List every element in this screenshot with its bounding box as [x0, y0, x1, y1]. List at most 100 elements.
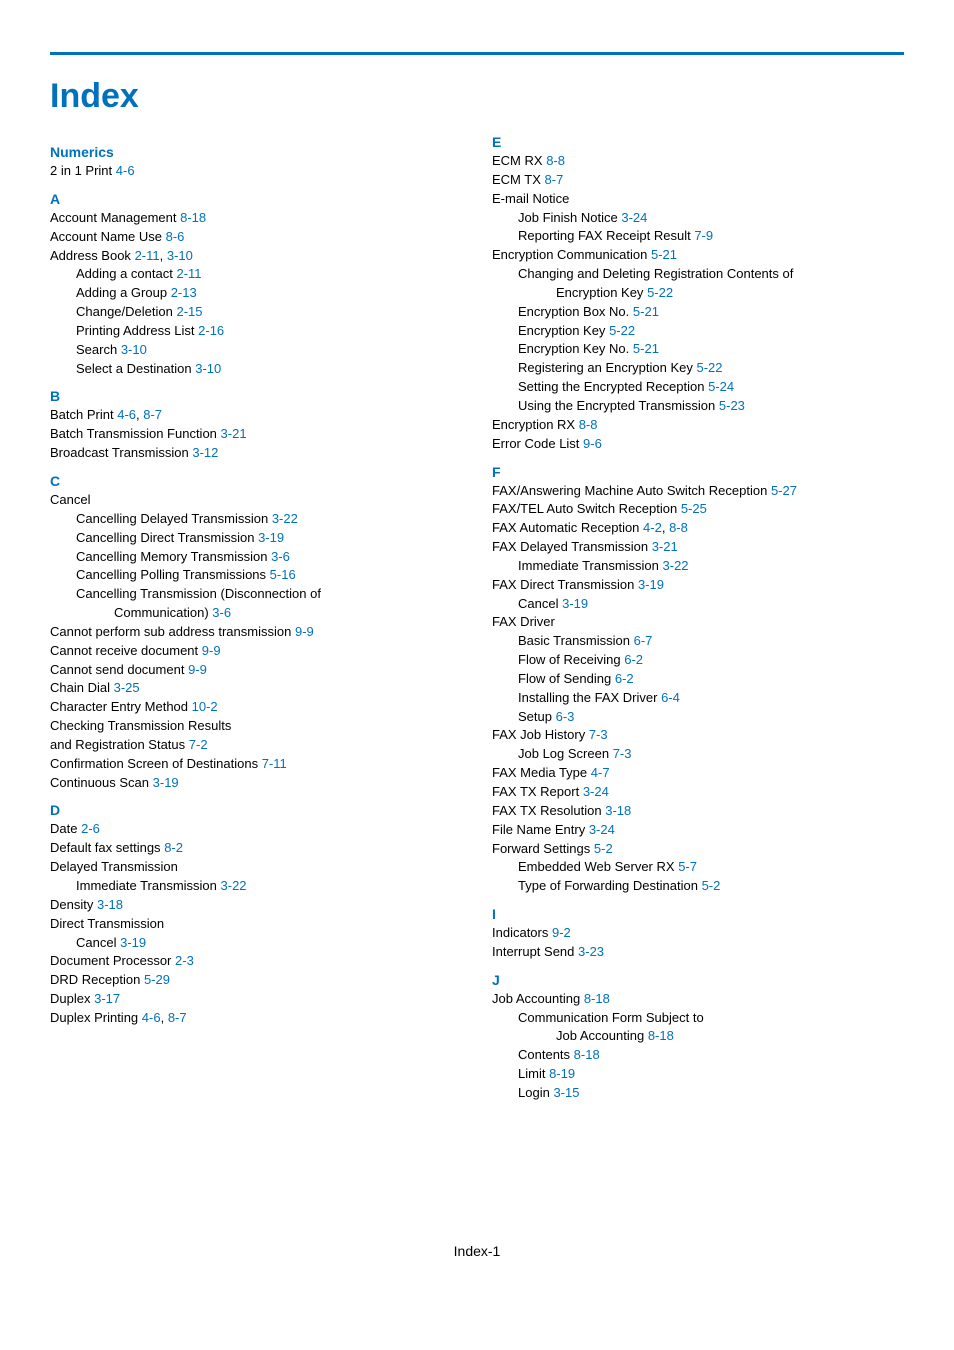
- page-ref[interactable]: 3-21: [652, 539, 678, 554]
- page-ref[interactable]: 7-9: [694, 228, 713, 243]
- page-ref[interactable]: 3-19: [562, 596, 588, 611]
- page-ref[interactable]: 3-22: [272, 511, 298, 526]
- page-ref[interactable]: 2-13: [171, 285, 197, 300]
- page-ref[interactable]: 9-6: [583, 436, 602, 451]
- page-ref[interactable]: 5-21: [651, 247, 677, 262]
- index-entry: Encryption RX 8-8: [492, 416, 904, 435]
- page-ref[interactable]: 3-18: [605, 803, 631, 818]
- page-ref[interactable]: 9-9: [295, 624, 314, 639]
- page-ref[interactable]: 8-18: [574, 1047, 600, 1062]
- page-ref[interactable]: 8-19: [549, 1066, 575, 1081]
- page-ref[interactable]: 2-15: [176, 304, 202, 319]
- page-ref[interactable]: 3-10: [195, 361, 221, 376]
- page-ref[interactable]: 8-2: [164, 840, 183, 855]
- entry-label: 2 in 1 Print: [50, 163, 112, 178]
- page-ref[interactable]: 3-24: [583, 784, 609, 799]
- page-ref[interactable]: 6-2: [615, 671, 634, 686]
- page-ref[interactable]: 8-7: [143, 407, 162, 422]
- page-ref[interactable]: 2-3: [175, 953, 194, 968]
- entry-label: Setting the Encrypted Reception: [518, 379, 704, 394]
- entry-label: FAX TX Resolution: [492, 803, 602, 818]
- index-entry: Encryption Key 5-22: [518, 322, 904, 341]
- page-ref[interactable]: 7-2: [189, 737, 208, 752]
- page-ref[interactable]: 8-7: [545, 172, 564, 187]
- page-ref[interactable]: 3-19: [153, 775, 179, 790]
- page-ref[interactable]: 6-4: [661, 690, 680, 705]
- page-ref[interactable]: 3-6: [212, 605, 231, 620]
- page-ref[interactable]: 5-24: [708, 379, 734, 394]
- page-ref[interactable]: 8-8: [546, 153, 565, 168]
- entry-label: Registering an Encryption Key: [518, 360, 693, 375]
- page-ref[interactable]: 3-24: [589, 822, 615, 837]
- page-ref[interactable]: 6-2: [624, 652, 643, 667]
- page-ref[interactable]: 3-17: [94, 991, 120, 1006]
- page-ref[interactable]: 2-11: [176, 266, 201, 281]
- entry-label: Chain Dial: [50, 680, 110, 695]
- page-ref[interactable]: 8-8: [669, 520, 688, 535]
- page-ref[interactable]: 3-15: [553, 1085, 579, 1100]
- page-ref[interactable]: 5-23: [719, 398, 745, 413]
- page-ref[interactable]: 3-24: [621, 210, 647, 225]
- page-ref[interactable]: 9-2: [552, 925, 571, 940]
- entry-label: Adding a contact: [76, 266, 173, 281]
- page-ref[interactable]: 5-16: [270, 567, 296, 582]
- page-ref[interactable]: 5-2: [594, 841, 613, 856]
- page-ref[interactable]: 6-7: [634, 633, 653, 648]
- page-ref[interactable]: 5-22: [609, 323, 635, 338]
- page-ref[interactable]: 7-3: [589, 727, 608, 742]
- index-entry: FAX/Answering Machine Auto Switch Recept…: [492, 482, 904, 501]
- page-ref[interactable]: 3-19: [258, 530, 284, 545]
- page-ref[interactable]: 2-16: [198, 323, 224, 338]
- index-entry: Delayed Transmission: [50, 858, 462, 877]
- page-ref[interactable]: 10-2: [192, 699, 218, 714]
- page-ref[interactable]: 2-11: [135, 248, 160, 263]
- page-ref[interactable]: 5-22: [697, 360, 723, 375]
- index-entry: Encryption Communication 5-21: [492, 246, 904, 265]
- page-ref[interactable]: 3-10: [121, 342, 147, 357]
- page-ref[interactable]: 8-18: [180, 210, 206, 225]
- page-ref[interactable]: 5-22: [647, 285, 673, 300]
- index-entry: Installing the FAX Driver 6-4: [518, 689, 904, 708]
- page-ref[interactable]: 7-3: [613, 746, 632, 761]
- page-ref[interactable]: 4-2: [643, 520, 662, 535]
- entry-label: Job Accounting: [556, 1028, 644, 1043]
- page-ref[interactable]: 4-6: [117, 407, 136, 422]
- page-ref[interactable]: 6-3: [556, 709, 575, 724]
- page-ref[interactable]: 3-18: [97, 897, 123, 912]
- page-ref[interactable]: 3-21: [221, 426, 247, 441]
- page-ref[interactable]: 5-21: [633, 341, 659, 356]
- page-ref[interactable]: 5-25: [681, 501, 707, 516]
- page-ref[interactable]: 3-25: [114, 680, 140, 695]
- index-entry: FAX/TEL Auto Switch Reception 5-25: [492, 500, 904, 519]
- page-ref[interactable]: 3-10: [167, 248, 193, 263]
- page-ref[interactable]: 3-6: [271, 549, 290, 564]
- page-ref[interactable]: 3-19: [638, 577, 664, 592]
- page-ref[interactable]: 8-8: [579, 417, 598, 432]
- page-ref[interactable]: 5-27: [771, 483, 797, 498]
- page-ref[interactable]: 3-22: [221, 878, 247, 893]
- index-entry: Cancelling Polling Transmissions 5-16: [76, 566, 462, 585]
- page-ref[interactable]: 3-23: [578, 944, 604, 959]
- page-ref[interactable]: 5-7: [678, 859, 697, 874]
- page-ref[interactable]: 4-7: [591, 765, 610, 780]
- page-ref[interactable]: 3-22: [663, 558, 689, 573]
- index-entry: Account Name Use 8-6: [50, 228, 462, 247]
- index-entry: Setup 6-3: [518, 708, 904, 727]
- page-ref[interactable]: 3-19: [120, 935, 146, 950]
- page-ref[interactable]: 5-21: [633, 304, 659, 319]
- page-ref[interactable]: 2-6: [81, 821, 100, 836]
- page-ref[interactable]: 9-9: [202, 643, 221, 658]
- index-entry: Adding a contact 2-11: [76, 265, 462, 284]
- page-ref[interactable]: 3-12: [192, 445, 218, 460]
- entry-label: DRD Reception: [50, 972, 140, 987]
- page-ref[interactable]: 4-6: [116, 163, 135, 178]
- page-ref[interactable]: 8-7: [168, 1010, 187, 1025]
- page-ref[interactable]: 9-9: [188, 662, 207, 677]
- page-ref[interactable]: 7-11: [262, 756, 287, 771]
- page-ref[interactable]: 5-2: [702, 878, 721, 893]
- page-ref[interactable]: 4-6: [142, 1010, 161, 1025]
- page-ref[interactable]: 8-18: [648, 1028, 674, 1043]
- page-ref[interactable]: 8-18: [584, 991, 610, 1006]
- page-ref[interactable]: 8-6: [166, 229, 185, 244]
- page-ref[interactable]: 5-29: [144, 972, 170, 987]
